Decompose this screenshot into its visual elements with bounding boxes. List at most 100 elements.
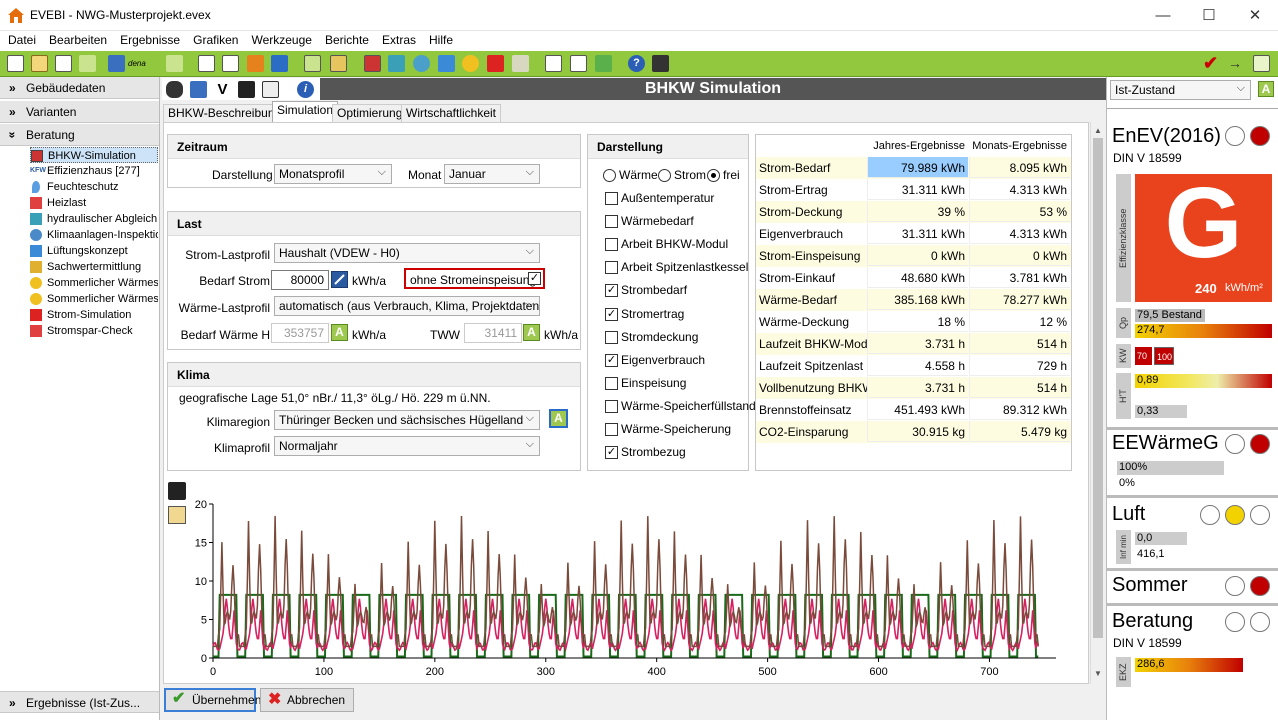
blue-export-icon[interactable] xyxy=(271,55,288,72)
monats-value[interactable]: 514 h xyxy=(969,377,1070,398)
close-button[interactable]: ✕ xyxy=(1248,7,1262,24)
chart-icon[interactable] xyxy=(570,55,587,72)
edit-icon[interactable] xyxy=(331,271,348,288)
series-checkbox[interactable] xyxy=(605,238,618,252)
tww-input[interactable]: 31411 xyxy=(464,323,522,343)
jahres-value[interactable]: 4.558 h xyxy=(867,355,968,376)
ohne-stromeinspeisung-checkbox[interactable]: ✓ xyxy=(528,272,541,285)
tab-optimierung[interactable]: Optimierung xyxy=(332,104,408,123)
tree-item-sommer1[interactable]: Sommerlicher Wärmeschutz xyxy=(30,275,158,291)
monats-value[interactable]: 78.277 kWh xyxy=(969,289,1070,310)
tree-item-strom[interactable]: Strom-Simulation xyxy=(30,307,158,323)
section-beratung[interactable]: » Beratung xyxy=(0,124,159,146)
bedarf-waerme-input[interactable]: 353757 xyxy=(271,323,329,343)
menu-berichte[interactable]: Berichte xyxy=(324,33,369,47)
calculator-icon[interactable] xyxy=(545,55,562,72)
export-icon[interactable] xyxy=(79,55,96,72)
auto-a-button[interactable]: A xyxy=(331,324,348,341)
tree-item-hydraulik[interactable]: hydraulischer Abgleich xyxy=(30,211,158,227)
open-folder-icon[interactable] xyxy=(31,55,48,72)
series-checkbox[interactable]: ✓ xyxy=(605,284,618,298)
menu-bearbeiten[interactable]: Bearbeiten xyxy=(49,33,108,47)
jahres-value[interactable]: 48.680 kWh xyxy=(867,267,968,288)
radio-waerme[interactable] xyxy=(603,169,616,182)
section-gebaeudedaten[interactable]: » Gebäudedaten xyxy=(0,77,159,99)
help-icon[interactable]: ? xyxy=(628,55,645,72)
monats-value[interactable]: 53 % xyxy=(969,201,1070,222)
jahres-value[interactable]: 18 % xyxy=(867,311,968,332)
waerme-lastprofil-select[interactable]: automatisch (aus Verbrauch, Klima, Proje… xyxy=(274,296,540,316)
menu-hilfe[interactable]: Hilfe xyxy=(429,33,454,47)
menu-ergebnisse[interactable]: Ergebnisse xyxy=(120,33,181,47)
monats-value[interactable]: 0 kWh xyxy=(969,245,1070,266)
tab-simulation[interactable]: Simulation xyxy=(272,101,339,123)
lightning-icon[interactable] xyxy=(487,55,504,72)
jahres-value[interactable]: 79.989 kWh xyxy=(867,157,968,178)
database-icon[interactable] xyxy=(166,81,183,98)
klimaregion-select[interactable]: Thüringer Becken und sächsisches Hügella… xyxy=(274,410,540,430)
darstellung-select[interactable]: Monatsprofil xyxy=(274,164,392,184)
maximize-button[interactable]: ☐ xyxy=(1202,7,1216,24)
tree-item-heizlast[interactable]: Heizlast xyxy=(30,195,158,211)
arrow-right-icon[interactable]: → xyxy=(1228,55,1242,71)
columns-icon[interactable] xyxy=(330,55,347,72)
series-checkbox[interactable]: ✓ xyxy=(605,446,618,460)
tree-item-sommer2[interactable]: Sommerlicher Wärmeschutz xyxy=(30,291,158,307)
monats-value[interactable]: 729 h xyxy=(969,355,1070,376)
scroll-thumb[interactable] xyxy=(1093,138,1103,638)
tree-item-stromspar[interactable]: Stromspar-Check xyxy=(30,323,158,339)
new-file-icon[interactable] xyxy=(7,55,24,72)
jahres-value[interactable]: 3.731 h xyxy=(867,333,968,354)
print-icon[interactable] xyxy=(262,81,279,98)
jahres-value[interactable]: 31.311 kWh xyxy=(867,223,968,244)
jahres-value[interactable]: 39 % xyxy=(867,201,968,222)
jahres-value[interactable]: 3.731 h xyxy=(867,377,968,398)
series-checkbox[interactable] xyxy=(605,261,618,275)
jahres-value[interactable]: 30.915 kg xyxy=(867,421,968,442)
state-a-badge[interactable]: A xyxy=(1258,81,1274,97)
monats-value[interactable]: 3.781 kWh xyxy=(969,267,1070,288)
jahres-value[interactable]: 31.311 kWh xyxy=(867,179,968,200)
info-icon[interactable]: i xyxy=(297,81,314,98)
uebernehmen-button[interactable]: ✔ Übernehmen xyxy=(164,688,261,712)
state-select[interactable]: Ist-Zustand xyxy=(1110,80,1251,100)
tree-item-effizienzhaus[interactable]: KFW Effizienzhaus [277] xyxy=(30,163,158,179)
menu-werkzeuge[interactable]: Werkzeuge xyxy=(251,33,312,47)
tree-item-feuchteschutz[interactable]: Feuchteschutz xyxy=(30,179,158,195)
monats-value[interactable]: 4.313 kWh xyxy=(969,179,1070,200)
strom-lastprofil-select[interactable]: Haushalt (VDEW - H0) xyxy=(274,243,540,263)
tab-bhkw-beschreibung[interactable]: BHKW-Beschreibung xyxy=(163,104,287,123)
monats-value[interactable]: 12 % xyxy=(969,311,1070,332)
monats-value[interactable]: 89.312 kWh xyxy=(969,399,1070,420)
menu-grafiken[interactable]: Grafiken xyxy=(193,33,239,47)
save-chart-icon[interactable] xyxy=(168,482,186,500)
abbrechen-button[interactable]: ✖ Abbrechen xyxy=(260,688,354,712)
check-icon[interactable]: ✔ xyxy=(1203,53,1219,73)
auto-a-button[interactable]: A xyxy=(523,324,540,341)
tree-item-lueftung[interactable]: Lüftungskonzept xyxy=(30,243,158,259)
series-checkbox[interactable]: ✓ xyxy=(605,353,618,367)
grid-icon[interactable] xyxy=(388,55,405,72)
menu-extras[interactable]: Extras xyxy=(381,33,416,47)
jahres-value[interactable]: 451.493 kWh xyxy=(867,399,968,420)
series-checkbox[interactable] xyxy=(605,399,618,413)
redo-icon[interactable] xyxy=(190,81,207,98)
tree-item-klima[interactable]: Klimaanlagen-Inspektion xyxy=(30,227,158,243)
series-checkbox[interactable] xyxy=(605,423,618,436)
scroll-down-icon[interactable]: ▼ xyxy=(1094,669,1102,678)
bedarf-strom-input[interactable]: 80000 xyxy=(271,270,329,290)
jahres-value[interactable]: 385.168 kWh xyxy=(867,289,968,310)
monats-value[interactable]: 5.479 kg xyxy=(969,421,1070,442)
redo-icon[interactable] xyxy=(108,55,125,72)
fan-icon[interactable] xyxy=(438,55,455,72)
radio-frei[interactable] xyxy=(707,169,720,182)
series-checkbox[interactable] xyxy=(605,330,618,344)
monat-select[interactable]: Januar xyxy=(444,164,540,184)
v-icon[interactable]: V xyxy=(217,81,228,98)
tree-icon[interactable] xyxy=(304,55,321,72)
monats-value[interactable]: 514 h xyxy=(969,333,1070,354)
save-icon[interactable] xyxy=(238,81,255,98)
vertical-scrollbar[interactable]: ▲ ▼ xyxy=(1090,122,1105,684)
klimaprofil-select[interactable]: Normaljahr xyxy=(274,436,540,456)
copy-chart-icon[interactable] xyxy=(168,506,186,524)
